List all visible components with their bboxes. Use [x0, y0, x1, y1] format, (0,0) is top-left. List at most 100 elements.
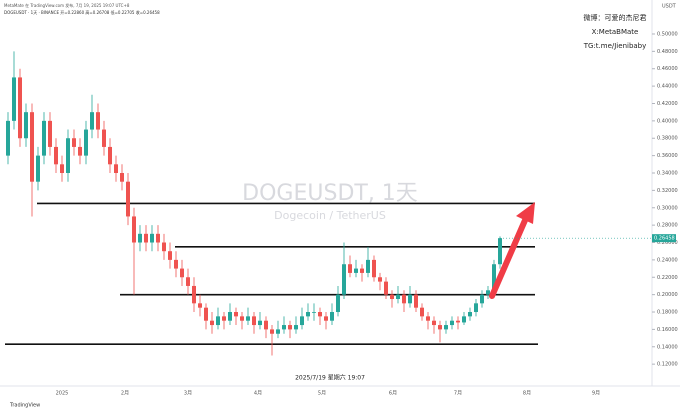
candle-body — [54, 146, 58, 165]
candle-body — [492, 264, 496, 291]
candle-body — [120, 173, 124, 182]
candle-body — [486, 290, 490, 295]
candle-body — [48, 120, 52, 147]
candle-body — [348, 264, 352, 273]
candle-body — [444, 325, 448, 330]
candle-body — [132, 216, 136, 243]
candle-body — [114, 164, 118, 173]
candle-body — [366, 259, 370, 273]
candle-body — [162, 242, 166, 252]
y-tick-label: 0.24000 — [657, 257, 678, 263]
candle-body — [324, 316, 328, 321]
credit: X:MetaBMate — [592, 28, 639, 36]
candle-body — [210, 320, 214, 326]
candle-body — [222, 316, 226, 321]
candle-body — [420, 307, 424, 317]
y-tick-label: 0.26000 — [657, 240, 678, 246]
y-tick-label: 0.16000 — [657, 327, 678, 333]
candle-body — [84, 129, 88, 156]
candle-body — [288, 325, 292, 330]
last-price-box — [652, 234, 676, 243]
candle-body — [306, 312, 310, 317]
y-tick-label: 0.40000 — [657, 118, 678, 124]
y-tick-label: 0.42000 — [657, 101, 678, 107]
y-tick-label: 0.28000 — [657, 223, 678, 229]
y-tick-label: 0.30000 — [657, 205, 678, 211]
watermark-subtitle: Dogecoin / TetherUS — [274, 209, 386, 222]
candle-body — [96, 112, 100, 130]
x-tick-label: 4月 — [254, 391, 262, 397]
candle-body — [144, 233, 148, 243]
x-tick-label: 2025 — [56, 391, 69, 397]
candle-body — [246, 316, 250, 321]
credit: 微博：可爱的杰尼君 — [584, 13, 647, 22]
candle-body — [42, 120, 46, 156]
candle-body — [360, 268, 364, 273]
candle-body — [36, 155, 40, 182]
credit: TG:t.me/Jienibaby — [583, 42, 647, 50]
candle-body — [6, 120, 10, 156]
crosshair-date-box — [303, 372, 377, 383]
candle-body — [282, 325, 286, 330]
candle-body — [408, 294, 412, 304]
y-tick-label: 0.48000 — [657, 49, 678, 55]
candle-body — [462, 316, 466, 323]
candle-body — [402, 294, 406, 304]
candle-body — [294, 325, 298, 330]
y-tick-label: 0.44000 — [657, 84, 678, 90]
y-tick-label: 0.18000 — [657, 310, 678, 316]
currency-label: USDT — [662, 4, 677, 10]
x-tick-label: 6月 — [389, 391, 397, 397]
candle-body — [30, 112, 34, 182]
y-tick-label: 0.14000 — [657, 344, 678, 350]
candle-body — [354, 268, 358, 273]
candle-body — [156, 233, 160, 243]
candle-body — [270, 329, 274, 334]
y-tick-label: 0.22000 — [657, 275, 678, 281]
candle-body — [168, 251, 172, 260]
candle-body — [216, 316, 220, 326]
candle-body — [426, 316, 430, 321]
x-tick-label: 9月 — [592, 391, 600, 397]
candle-body — [390, 294, 394, 299]
header-line: DOGEUSDT · 1天 · BINANCE 开=0.22860 高=0.26… — [4, 9, 160, 15]
candle-body — [78, 146, 82, 156]
candle-body — [258, 320, 262, 326]
x-tick-label: 5月 — [318, 391, 326, 397]
candle-body — [414, 294, 418, 308]
candle-body — [204, 307, 208, 321]
crosshair-date: 2025/7/19 星期六 19:07 — [295, 374, 365, 382]
candle-body — [150, 233, 154, 243]
candle-body — [186, 277, 190, 286]
candle-body — [336, 294, 340, 313]
candle-body — [432, 320, 436, 326]
candle-body — [438, 325, 442, 330]
candle-body — [384, 281, 388, 295]
y-tick-label: 0.12000 — [657, 362, 678, 368]
candle-body — [174, 259, 178, 269]
y-tick-label: 0.34000 — [657, 171, 678, 177]
x-tick-label: 2月 — [121, 391, 129, 397]
candle-body — [12, 77, 16, 121]
candle-body — [300, 316, 304, 326]
candle-body — [450, 320, 454, 326]
candle-body — [192, 285, 196, 304]
arrow-shaft — [489, 215, 529, 299]
candle-body — [312, 312, 316, 313]
y-tick-label: 0.32000 — [657, 188, 678, 194]
candle-body — [138, 233, 142, 243]
candle-body — [108, 146, 112, 165]
candle-body — [396, 294, 400, 299]
candle-body — [456, 320, 460, 323]
x-tick-label: 3月 — [184, 391, 192, 397]
y-tick-label: 0.20000 — [657, 292, 678, 298]
candle-body — [18, 77, 22, 139]
candle-body — [66, 138, 70, 173]
candle-body — [72, 138, 76, 147]
x-tick-label: 8月 — [523, 391, 531, 397]
candle-body — [264, 320, 268, 330]
candle-body — [228, 312, 232, 321]
candle-body — [60, 164, 64, 173]
